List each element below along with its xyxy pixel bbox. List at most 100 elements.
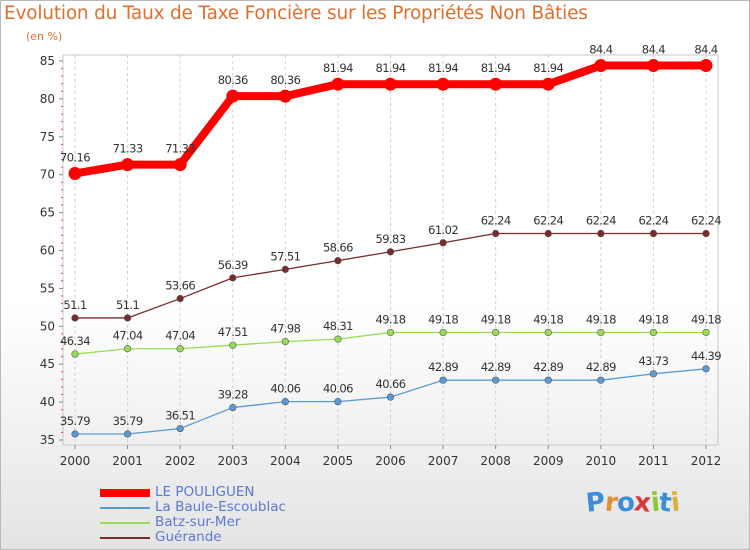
y-tick-label: 70 <box>40 168 55 182</box>
y-tick-label: 45 <box>40 357 55 371</box>
x-tick-label: 2005 <box>323 454 354 468</box>
data-point <box>281 398 289 406</box>
data-point <box>649 229 658 238</box>
data-label: 49.18 <box>481 313 511 327</box>
brand-logo: Proxiti <box>584 487 681 519</box>
data-label: 42.89 <box>481 360 511 374</box>
data-point <box>123 430 132 438</box>
data-label: 36.51 <box>165 409 195 423</box>
data-label: 49.18 <box>428 313 458 327</box>
x-tick-label: 2000 <box>60 454 91 468</box>
data-point <box>594 59 608 73</box>
legend-label: Guérande <box>155 529 222 545</box>
data-point <box>436 77 450 91</box>
data-point <box>492 229 500 238</box>
data-point <box>544 229 552 238</box>
data-label: 81.94 <box>428 61 458 75</box>
data-label: 47.51 <box>218 325 248 339</box>
data-label: 42.89 <box>586 360 616 374</box>
data-label: 47.98 <box>270 322 300 336</box>
data-label: 46.34 <box>60 334 90 348</box>
data-point <box>492 376 500 384</box>
data-point <box>386 393 395 401</box>
data-label: 62.24 <box>481 214 511 228</box>
data-label: 62.24 <box>638 214 668 228</box>
data-label: 62.24 <box>533 214 563 228</box>
data-point <box>229 274 237 282</box>
data-point <box>386 248 395 256</box>
data-label: 49.18 <box>691 313 721 327</box>
y-tick-label: 55 <box>40 281 55 295</box>
data-label: 80.36 <box>270 73 300 87</box>
data-label: 84.4 <box>642 43 665 57</box>
data-point <box>281 338 289 346</box>
y-tick-label: 35 <box>40 433 55 447</box>
data-point <box>229 403 237 412</box>
data-label: 49.18 <box>376 313 406 327</box>
data-label: 49.18 <box>586 313 616 327</box>
x-tick-label: 2007 <box>428 454 459 468</box>
data-point <box>699 59 713 73</box>
data-point <box>121 158 135 172</box>
legend-swatch <box>100 507 150 509</box>
data-point <box>492 328 500 337</box>
data-label: 62.24 <box>586 214 616 228</box>
data-point <box>646 59 660 73</box>
data-point <box>176 424 184 433</box>
unit-label: (en %) <box>26 30 63 43</box>
y-tick-label: 80 <box>40 92 55 106</box>
data-point <box>702 328 710 337</box>
x-tick-label: 2003 <box>217 454 248 468</box>
y-tick-label: 75 <box>40 130 55 144</box>
data-label: 62.24 <box>691 214 721 228</box>
data-label: 59.83 <box>376 232 406 246</box>
x-tick-label: 2012 <box>691 454 722 468</box>
data-label: 47.04 <box>113 329 143 343</box>
data-point <box>334 335 342 343</box>
data-point <box>544 376 552 384</box>
data-point <box>541 77 555 91</box>
data-point <box>649 370 658 378</box>
data-point <box>489 77 503 91</box>
data-label: 40.66 <box>376 377 406 391</box>
data-label: 35.79 <box>60 414 90 428</box>
y-tick-label: 85 <box>40 54 55 68</box>
legend-label: La Baule-Escoublac <box>155 499 286 515</box>
data-point <box>544 328 552 337</box>
data-label: 80.36 <box>218 73 248 87</box>
legend-label: Batz-sur-Mer <box>155 514 241 530</box>
data-label: 56.39 <box>218 258 248 272</box>
data-label: 51.1 <box>116 298 139 312</box>
data-label: 84.4 <box>589 43 612 57</box>
data-point <box>331 77 345 91</box>
x-tick-label: 2010 <box>586 454 617 468</box>
data-point <box>278 89 292 103</box>
data-label: 70.16 <box>60 150 90 164</box>
data-label: 81.94 <box>481 61 511 75</box>
x-tick-label: 2001 <box>112 454 143 468</box>
data-label: 42.89 <box>533 360 563 374</box>
chart-title: Evolution du Taux de Taxe Foncière sur l… <box>4 3 588 24</box>
brand-letter: i <box>669 487 681 519</box>
data-point <box>597 376 605 384</box>
x-tick-label: 2008 <box>480 454 511 468</box>
data-label: 81.94 <box>376 61 406 75</box>
data-label: 43.73 <box>638 354 668 368</box>
x-tick-label: 2002 <box>165 454 196 468</box>
data-label: 49.18 <box>638 313 668 327</box>
data-point <box>334 257 342 265</box>
data-label: 57.51 <box>270 249 300 263</box>
data-point <box>386 328 395 337</box>
data-point <box>439 376 447 384</box>
x-tick-label: 2004 <box>270 454 301 468</box>
y-tick-label: 60 <box>40 244 55 258</box>
data-label: 48.31 <box>323 319 353 333</box>
y-tick-label: 50 <box>40 319 55 333</box>
data-label: 58.66 <box>323 241 353 255</box>
data-label: 53.66 <box>165 279 195 293</box>
data-point <box>439 328 447 337</box>
data-label: 35.79 <box>113 414 143 428</box>
legend-swatch <box>100 522 150 524</box>
